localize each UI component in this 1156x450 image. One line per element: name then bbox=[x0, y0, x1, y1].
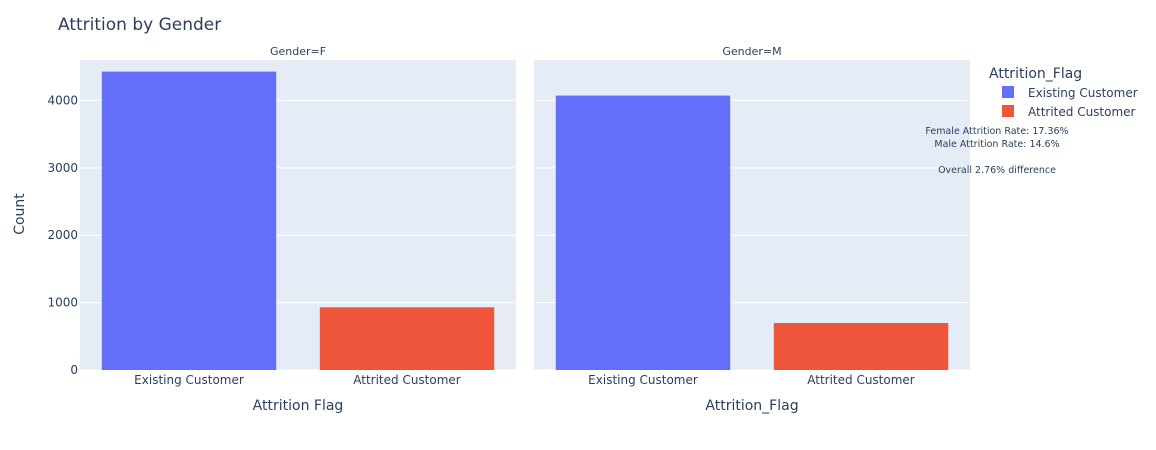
facets-layer: Existing Customer Attrited Customer Gender… bbox=[47, 45, 970, 414]
facet-gender-m: Existing Customer Attrited Customer Gender… bbox=[534, 45, 970, 414]
annotation-male-rate: Male Attrition Rate: 14.6% bbox=[934, 139, 1059, 150]
x-tick-label: Existing Customer bbox=[588, 373, 698, 387]
legend-title: Attrition_Flag bbox=[989, 66, 1082, 82]
y-tick-label: 3000 bbox=[47, 161, 78, 175]
legend-label-existing: Existing Customer bbox=[1028, 86, 1138, 100]
y-tick-label: 2000 bbox=[47, 228, 78, 242]
bar-gender-m-attrited-customer bbox=[773, 323, 949, 370]
legend-label-attrited: Attrited Customer bbox=[1028, 105, 1136, 119]
legend-item-existing[interactable]: Existing Customer bbox=[1002, 86, 1138, 100]
x-tick-label: Attrited Customer bbox=[353, 373, 461, 387]
facet-title: Gender=M bbox=[722, 45, 781, 58]
facet-title: Gender=F bbox=[270, 45, 326, 58]
legend: Attrition_Flag Existing Customer Attrite… bbox=[989, 66, 1138, 119]
x-axis-label: Attrition Flag bbox=[253, 398, 344, 414]
legend-swatch-existing bbox=[1002, 86, 1014, 98]
y-tick-label: 0 bbox=[70, 363, 78, 377]
y-tick-label: 4000 bbox=[47, 93, 78, 107]
legend-swatch-attrited bbox=[1002, 105, 1014, 117]
annotations: Female Attrition Rate: 17.36% Male Attri… bbox=[925, 126, 1068, 176]
bar-gender-m-existing-customer bbox=[555, 95, 731, 370]
annotation-difference: Overall 2.76% difference bbox=[938, 165, 1056, 176]
x-axis-label: Attrition_Flag bbox=[705, 398, 798, 414]
y-tick-label: 1000 bbox=[47, 296, 78, 310]
bar-gender-f-attrited-customer bbox=[319, 307, 495, 370]
annotation-female-rate: Female Attrition Rate: 17.36% bbox=[925, 126, 1068, 137]
legend-item-attrited[interactable]: Attrited Customer bbox=[1002, 105, 1136, 119]
x-tick-label: Attrited Customer bbox=[807, 373, 915, 387]
y-axis-label: Count bbox=[12, 193, 28, 235]
facet-gender-f: Existing Customer Attrited Customer Gender… bbox=[80, 45, 516, 414]
chart-title: Attrition by Gender bbox=[58, 15, 221, 35]
x-tick-label: Existing Customer bbox=[134, 373, 244, 387]
bar-gender-f-existing-customer bbox=[101, 71, 277, 370]
